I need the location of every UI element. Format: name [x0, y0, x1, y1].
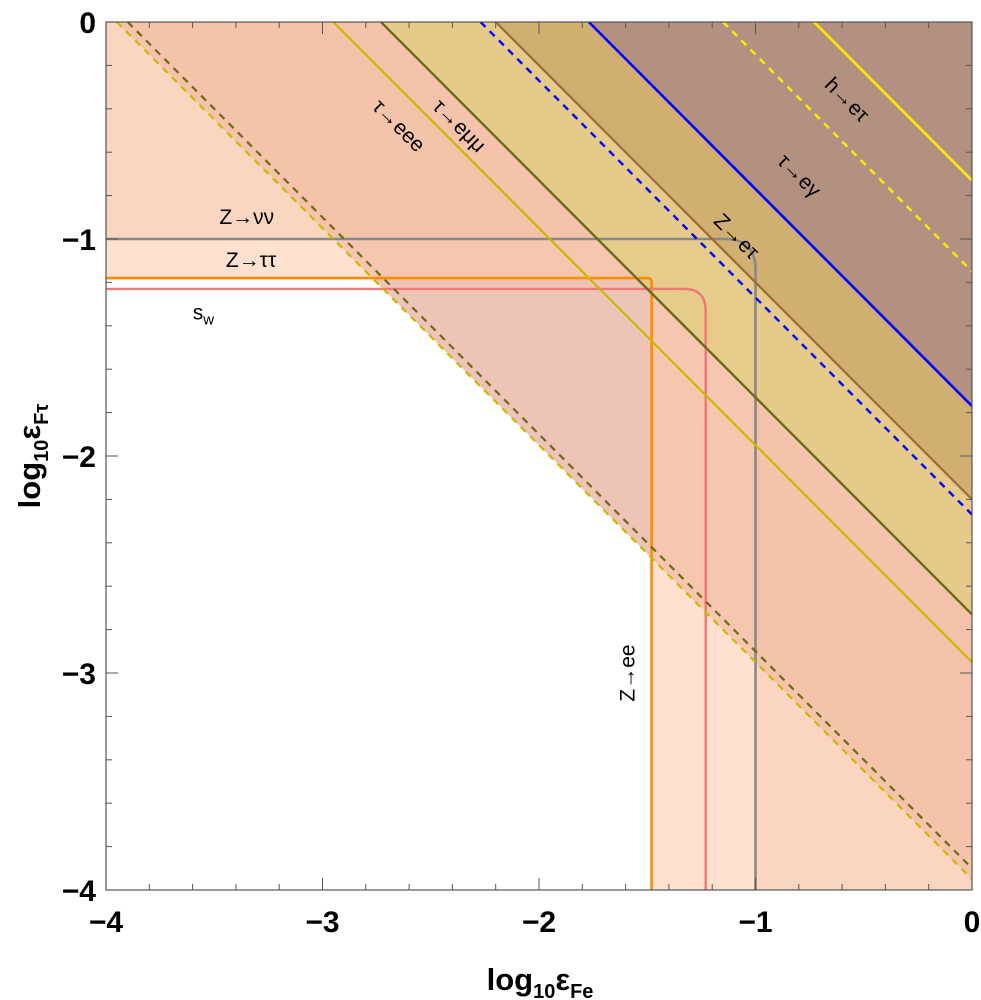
y-tick-label: −1 — [62, 224, 96, 257]
y-axis-title-eps-sub: Fτ — [31, 404, 53, 425]
y-tick-label: −2 — [62, 441, 96, 474]
curve-e-9 — [587, 22, 972, 408]
y-axis-title-log: log — [12, 462, 47, 509]
curve-e-bound-alt-5 — [332, 22, 972, 663]
y-axis-title-sub: 10 — [31, 440, 53, 462]
x-axis-title-eps: ε — [555, 962, 570, 997]
x-axis-title-log: log — [487, 962, 534, 997]
y-tick-label: 0 — [79, 7, 96, 40]
y-tick-label: −3 — [62, 658, 96, 691]
bound-curves — [106, 22, 972, 890]
curve-z-e-7 — [494, 22, 972, 501]
x-tick-label: −4 — [89, 906, 124, 939]
y-tick-label: −4 — [62, 875, 97, 908]
curve-eee-bound-3 — [126, 22, 972, 870]
label-sw: sw — [193, 301, 215, 328]
x-axis-title-sub: 10 — [533, 981, 555, 1000]
label-z-ee: Z→ee — [616, 644, 639, 701]
curve-s-w-2 — [106, 287, 707, 890]
label-z: Z→ττ — [226, 249, 277, 272]
y-axis-title: log10εFτ — [12, 404, 53, 509]
y-axis-title-eps: ε — [12, 425, 47, 440]
curve-h-e-11 — [813, 22, 972, 182]
x-tick-label: −1 — [738, 906, 772, 939]
curve-z-0 — [106, 237, 757, 890]
x-tick-label: −2 — [522, 906, 556, 939]
curve-h-e-dashed-10 — [722, 22, 972, 273]
tick-labels: −4 −3 −2 −1 0 0 −1 −2 −3 −4 — [62, 7, 981, 939]
plot-frame — [105, 21, 973, 891]
x-axis-title-eps-sub: Fe — [570, 981, 593, 1000]
curve-eee-bound-alt-4 — [116, 22, 972, 880]
curve-e-6 — [380, 22, 972, 616]
x-tick-label: 0 — [964, 906, 981, 939]
x-tick-label: −3 — [305, 906, 339, 939]
curve-z-1 — [106, 276, 653, 890]
label-z: Z→νν — [219, 206, 274, 229]
x-axis-title: log10εFe — [487, 962, 594, 1000]
